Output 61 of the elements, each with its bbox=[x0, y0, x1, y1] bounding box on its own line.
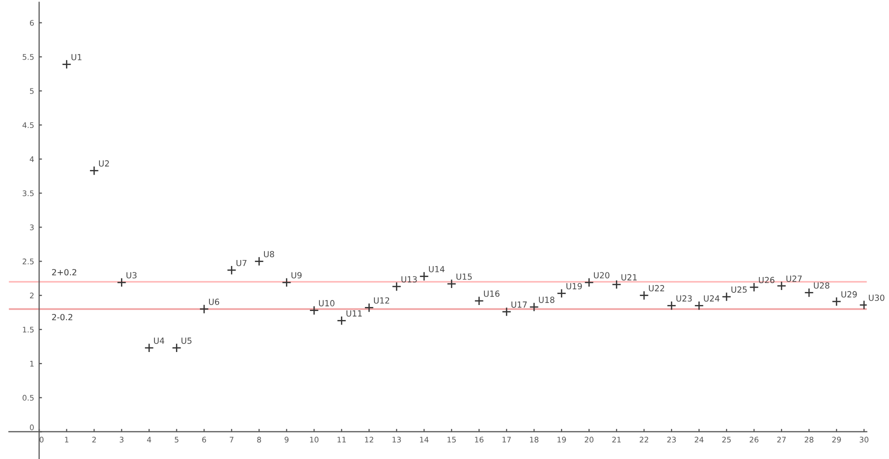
annotation: U28 bbox=[814, 282, 830, 289]
point bbox=[529, 302, 539, 312]
annotation: U14 bbox=[428, 266, 444, 272]
point bbox=[254, 256, 264, 266]
annotation: U24 bbox=[704, 295, 720, 302]
annotation: U5 bbox=[182, 338, 192, 344]
point bbox=[639, 290, 649, 300]
point bbox=[62, 60, 72, 70]
point bbox=[116, 278, 126, 288]
annotation: U16 bbox=[484, 290, 500, 297]
annotation: U29 bbox=[841, 291, 857, 298]
point bbox=[89, 166, 99, 176]
annotation: U20 bbox=[594, 272, 610, 278]
point bbox=[144, 343, 154, 353]
annotation: U21 bbox=[621, 274, 637, 280]
point bbox=[309, 306, 319, 316]
annotation: U23 bbox=[676, 295, 692, 302]
annotation: U27 bbox=[786, 276, 802, 282]
point bbox=[336, 316, 346, 326]
point bbox=[199, 304, 209, 314]
point bbox=[172, 343, 182, 353]
annotation: U10 bbox=[318, 300, 334, 306]
annotation: U15 bbox=[456, 274, 472, 280]
annotation: U18 bbox=[538, 296, 554, 303]
point bbox=[584, 278, 594, 288]
annotation: U7 bbox=[236, 260, 246, 266]
annotation: U13 bbox=[401, 276, 417, 282]
annotation: U12 bbox=[374, 297, 390, 304]
point bbox=[832, 296, 842, 306]
annotation: U26 bbox=[758, 276, 774, 284]
point bbox=[474, 296, 484, 306]
annotation: U2 bbox=[99, 160, 109, 167]
annotation: U17 bbox=[511, 302, 527, 308]
annotation: U30 bbox=[868, 294, 884, 301]
point bbox=[446, 279, 456, 289]
point bbox=[776, 281, 786, 291]
point bbox=[364, 302, 374, 312]
point bbox=[226, 265, 236, 275]
point bbox=[556, 288, 566, 298]
point bbox=[419, 272, 429, 282]
annotation: U6 bbox=[209, 298, 220, 305]
annotation: U3 bbox=[126, 272, 137, 278]
annotation: U22 bbox=[648, 285, 664, 292]
point bbox=[612, 280, 622, 290]
point bbox=[666, 300, 676, 310]
ref-line-label: 2-0.2 bbox=[52, 314, 72, 320]
ref-line-label: 2+0.2 bbox=[52, 269, 76, 276]
annotation: U8 bbox=[264, 250, 274, 258]
annotation: U11 bbox=[346, 310, 362, 317]
point bbox=[694, 300, 704, 310]
annotation: U25 bbox=[731, 286, 747, 293]
annotation: U4 bbox=[154, 338, 164, 344]
point bbox=[749, 282, 759, 292]
point bbox=[722, 292, 732, 302]
point bbox=[282, 278, 292, 288]
point bbox=[804, 288, 814, 298]
annotation: U19 bbox=[566, 283, 582, 290]
point bbox=[392, 282, 402, 292]
annotation: U9 bbox=[291, 272, 302, 278]
point bbox=[502, 306, 512, 317]
annotation: U1 bbox=[72, 54, 82, 60]
